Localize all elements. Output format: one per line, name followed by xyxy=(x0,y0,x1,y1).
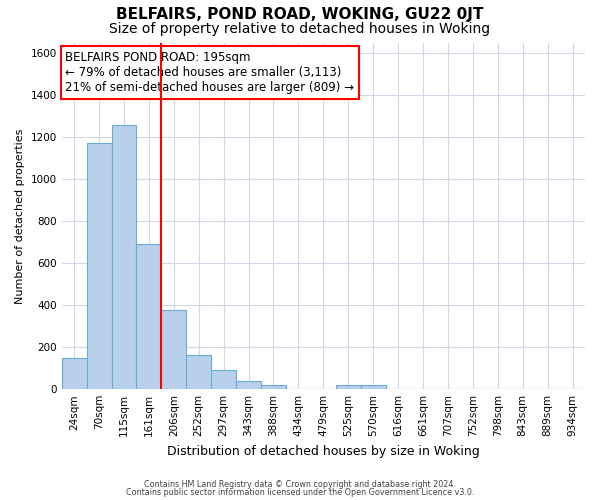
Bar xyxy=(86,144,112,389)
Bar xyxy=(136,244,161,389)
Bar xyxy=(336,385,361,389)
Text: Contains HM Land Registry data © Crown copyright and database right 2024.: Contains HM Land Registry data © Crown c… xyxy=(144,480,456,489)
Text: BELFAIRS, POND ROAD, WOKING, GU22 0JT: BELFAIRS, POND ROAD, WOKING, GU22 0JT xyxy=(116,8,484,22)
Bar xyxy=(62,358,86,389)
Bar xyxy=(186,354,211,389)
Bar xyxy=(211,370,236,389)
Y-axis label: Number of detached properties: Number of detached properties xyxy=(15,128,25,304)
Text: Contains public sector information licensed under the Open Government Licence v3: Contains public sector information licen… xyxy=(126,488,474,497)
Bar xyxy=(112,126,136,389)
Bar xyxy=(161,310,186,389)
Bar xyxy=(261,384,286,389)
Bar xyxy=(361,386,386,389)
Text: BELFAIRS POND ROAD: 195sqm
← 79% of detached houses are smaller (3,113)
21% of s: BELFAIRS POND ROAD: 195sqm ← 79% of deta… xyxy=(65,51,355,94)
Text: Size of property relative to detached houses in Woking: Size of property relative to detached ho… xyxy=(109,22,491,36)
Bar xyxy=(236,381,261,389)
X-axis label: Distribution of detached houses by size in Woking: Distribution of detached houses by size … xyxy=(167,444,480,458)
